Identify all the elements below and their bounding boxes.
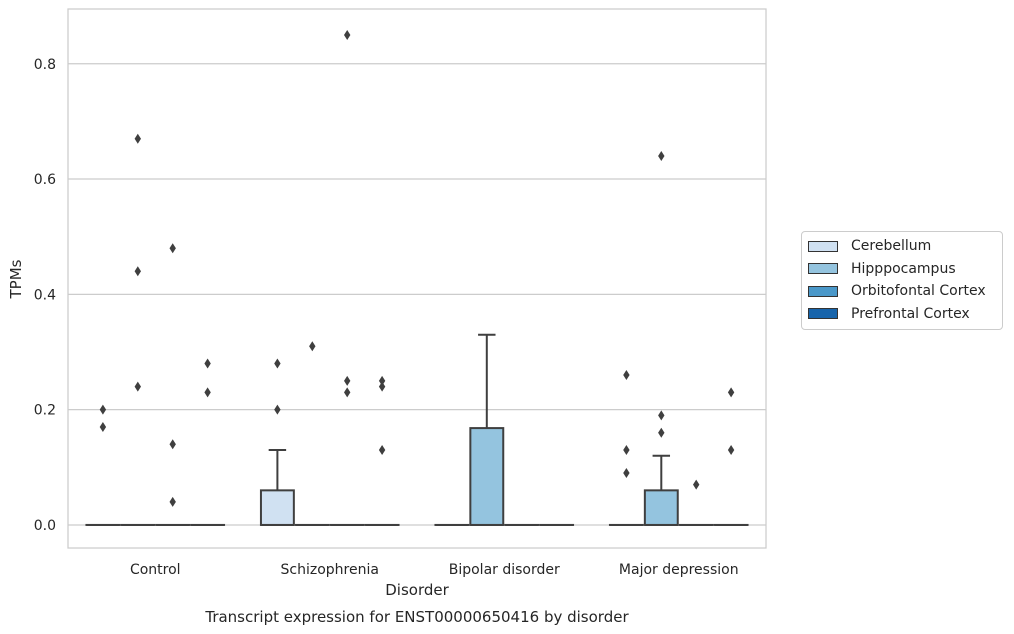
x-axis-ticks: Control Schizophrenia Bipolar disorder Majo… [130, 562, 739, 578]
outlier-point [204, 358, 211, 369]
x-axis-label: Disorder [385, 581, 449, 599]
legend-label: Cerebellum [851, 238, 932, 255]
outlier-point [169, 496, 176, 507]
box-1-3 [643, 151, 679, 526]
y-tick-label: 0.0 [34, 518, 56, 534]
legend-label: Orbitofontal Cortex [851, 283, 986, 300]
outlier-point [658, 410, 665, 421]
outlier-point [378, 381, 386, 392]
plot-frame [67, 8, 767, 549]
box-1-1 [294, 341, 330, 526]
outlier-point [134, 266, 141, 277]
box-0-0 [85, 404, 121, 526]
x-tick-label: Major depression [619, 562, 739, 578]
outlier-point [274, 358, 281, 369]
outlier-point [134, 381, 141, 392]
box-1-0 [120, 133, 156, 526]
box [259, 489, 295, 526]
x-tick-label: Control [130, 562, 181, 578]
legend-swatch [808, 240, 838, 252]
legend-label: Hipppocampus [851, 260, 956, 277]
chart-caption: Transcript expression for ENST0000065041… [204, 608, 629, 626]
box-2-0 [155, 243, 191, 526]
y-tick-label: 0.6 [34, 172, 56, 188]
y-axis-label: TPMs [7, 259, 25, 299]
outlier-point [378, 375, 386, 386]
outlier-point [309, 341, 316, 352]
y-tick-label: 0.4 [34, 287, 56, 303]
outlier-point [169, 243, 176, 254]
outlier-point [169, 439, 176, 450]
legend-swatch [808, 263, 838, 275]
box [469, 427, 505, 526]
outlier-point [623, 445, 630, 455]
legend-swatch [808, 285, 838, 297]
box-3-0 [190, 358, 226, 526]
outlier-point [204, 387, 211, 398]
outlier-point [658, 427, 665, 438]
x-tick-label: Schizophrenia [281, 562, 379, 578]
legend: Cerebellum Hipppocampus Orbitofontal Cor… [801, 231, 1003, 330]
outlier-point [693, 479, 700, 490]
outlier-point [99, 421, 107, 432]
legend-item-cerebellum: Cerebellum [802, 235, 1002, 258]
box-1-2 [469, 333, 505, 526]
outlier-point [99, 404, 107, 415]
outlier-point [274, 404, 281, 415]
x-tick-label: Bipolar disorder [449, 562, 560, 578]
box-3-3 [713, 387, 749, 526]
outlier-point [658, 151, 665, 161]
outlier-point [344, 387, 351, 398]
y-tick-label: 0.8 [34, 57, 56, 73]
outlier-point [344, 375, 351, 386]
box-2-1 [329, 29, 365, 526]
y-axis-ticks: 0.0 0.2 0.4 0.6 0.8 [34, 57, 56, 534]
legend-swatch [808, 308, 838, 320]
outlier-point [727, 445, 735, 455]
box-0-1 [259, 358, 295, 526]
outlier-point [344, 29, 351, 40]
outlier-point [623, 468, 630, 479]
box-3-1 [364, 375, 400, 526]
outlier-point [623, 370, 630, 381]
legend-item-orbitofrontal-cortex: Orbitofontal Cortex [802, 280, 1002, 303]
outlier-point [134, 133, 141, 144]
box-2-3 [678, 479, 714, 526]
box [643, 489, 679, 526]
box-0-3 [608, 370, 644, 526]
legend-item-prefrontal-cortex: Prefrontal Cortex [802, 303, 1002, 326]
y-tick-label: 0.2 [34, 403, 56, 419]
outlier-point [378, 445, 386, 455]
legend-item-hippocampus: Hipppocampus [802, 258, 1002, 281]
box-plot-marks [85, 29, 749, 526]
legend-label: Prefrontal Cortex [851, 305, 970, 322]
outlier-point [727, 387, 735, 398]
